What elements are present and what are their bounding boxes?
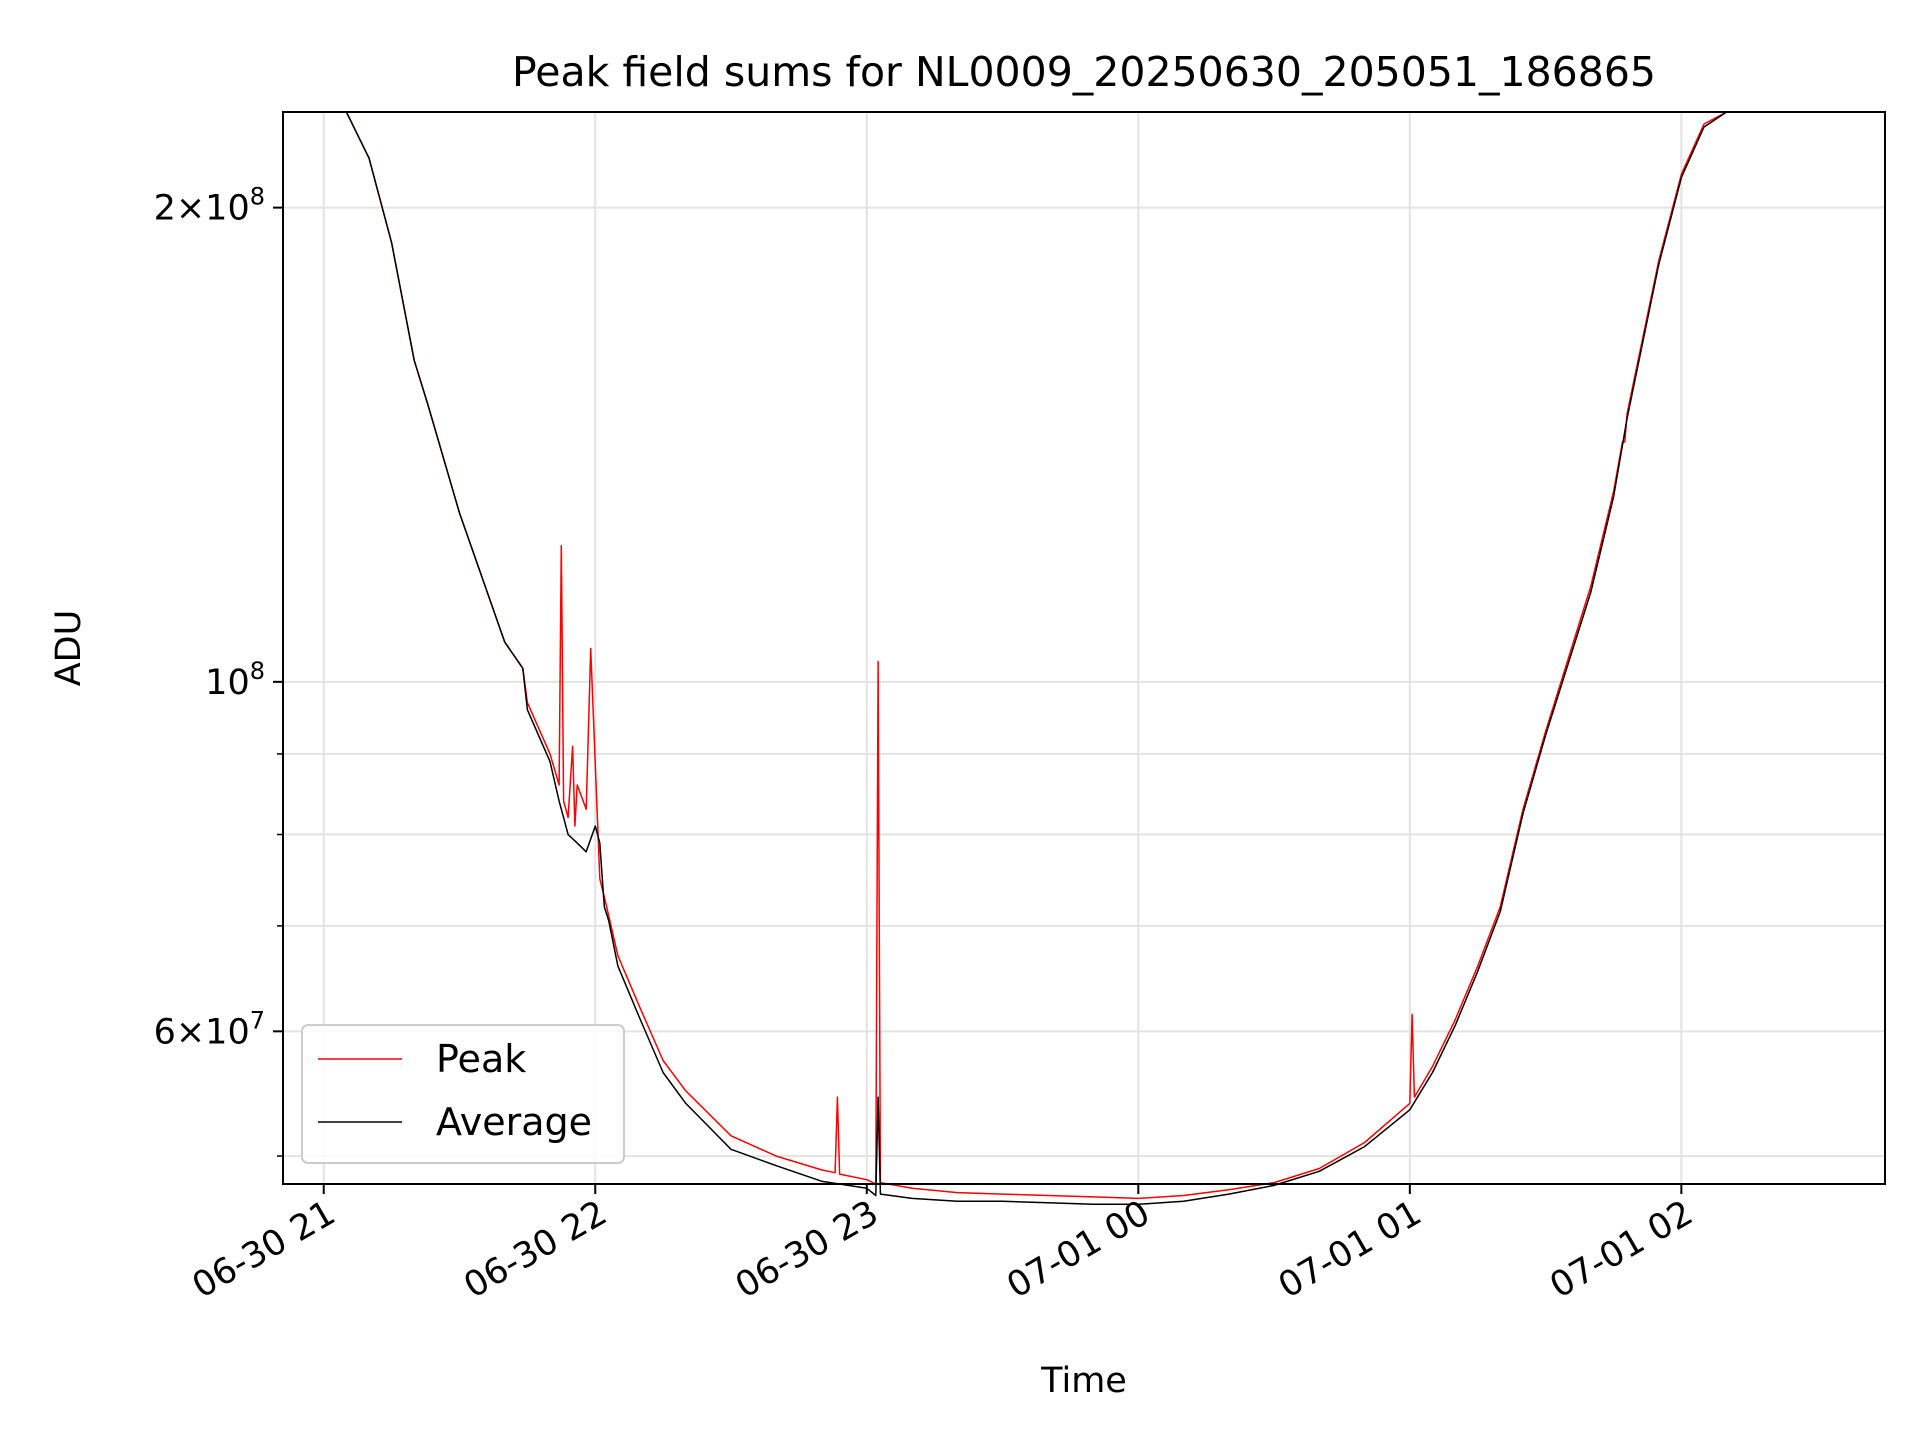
series-line-average [310,111,1750,1206]
chart-title: Peak field sums for NL0009_20250630_2050… [512,48,1656,96]
grid [283,112,1885,1184]
y-tick-label: 6×107 [154,1006,265,1052]
y-axis-ticks: 108 2×108 6×107 [154,183,283,1157]
legend-label-average: Average [436,1100,592,1144]
legend-label-peak: Peak [436,1037,526,1081]
legend: Peak Average [301,1024,625,1164]
series-layer [310,111,1750,1206]
y-axis-label: ADU [49,610,89,687]
series-line-peak [310,111,1750,1200]
y-tick-label: 108 [205,657,265,703]
plot-area-frame [282,111,1886,1185]
x-axis-label: Time [1040,1361,1127,1401]
y-tick-label: 2×108 [154,183,265,229]
